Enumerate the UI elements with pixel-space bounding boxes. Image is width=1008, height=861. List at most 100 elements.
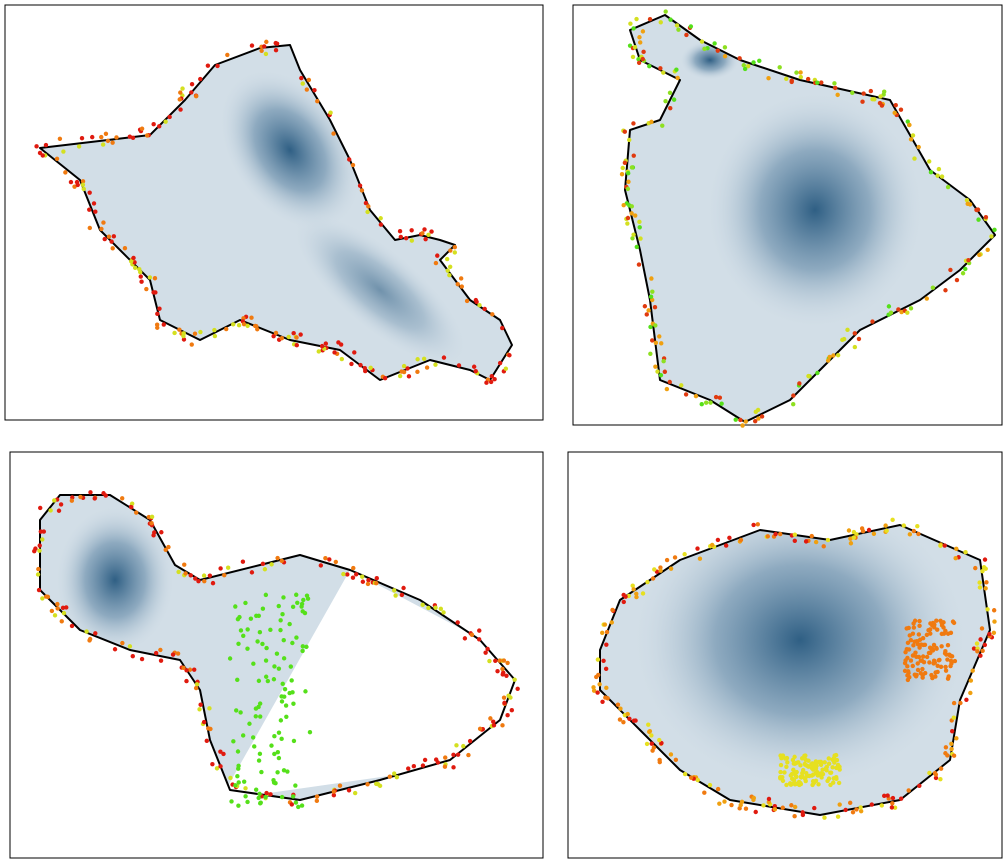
point bbox=[245, 323, 250, 329]
point bbox=[319, 343, 325, 349]
point bbox=[276, 666, 282, 671]
point bbox=[791, 767, 796, 773]
point bbox=[415, 357, 420, 362]
point bbox=[120, 496, 125, 501]
point bbox=[980, 569, 985, 574]
point bbox=[992, 619, 997, 624]
point bbox=[824, 764, 829, 770]
point bbox=[127, 644, 133, 649]
point bbox=[667, 379, 672, 385]
point bbox=[287, 621, 292, 627]
point bbox=[945, 184, 951, 190]
point bbox=[75, 182, 80, 188]
point bbox=[688, 775, 694, 780]
point bbox=[305, 596, 311, 601]
point bbox=[630, 54, 636, 60]
point bbox=[442, 764, 448, 769]
point bbox=[903, 649, 908, 655]
point bbox=[933, 775, 939, 781]
point bbox=[332, 350, 337, 355]
point bbox=[293, 800, 299, 805]
point bbox=[630, 583, 635, 588]
point bbox=[908, 306, 914, 311]
point bbox=[976, 217, 981, 222]
point bbox=[662, 369, 668, 374]
point bbox=[268, 792, 273, 797]
point bbox=[87, 190, 92, 195]
point bbox=[951, 620, 957, 626]
point bbox=[819, 775, 824, 780]
point bbox=[363, 200, 369, 206]
point bbox=[131, 255, 136, 261]
point bbox=[497, 658, 502, 663]
point bbox=[178, 90, 183, 95]
point bbox=[828, 782, 833, 788]
point bbox=[109, 239, 114, 244]
point bbox=[192, 331, 198, 336]
point bbox=[804, 770, 809, 776]
point bbox=[850, 90, 855, 96]
point bbox=[180, 86, 185, 91]
point bbox=[497, 360, 503, 366]
point bbox=[634, 16, 639, 22]
point bbox=[926, 650, 932, 656]
point bbox=[796, 780, 801, 785]
point bbox=[784, 764, 789, 769]
point bbox=[88, 490, 93, 495]
point bbox=[254, 324, 259, 329]
point bbox=[845, 327, 850, 333]
point bbox=[784, 782, 789, 788]
point bbox=[78, 494, 83, 500]
point bbox=[253, 706, 259, 711]
point bbox=[187, 667, 193, 672]
point bbox=[233, 604, 238, 609]
point bbox=[928, 631, 933, 636]
point bbox=[501, 670, 506, 675]
point bbox=[916, 531, 921, 537]
point bbox=[631, 232, 636, 237]
point bbox=[331, 789, 336, 794]
point bbox=[905, 640, 911, 645]
point bbox=[198, 76, 203, 82]
point bbox=[312, 87, 317, 93]
point bbox=[188, 573, 193, 578]
point bbox=[490, 312, 495, 317]
point bbox=[374, 580, 379, 586]
point bbox=[695, 546, 700, 551]
point bbox=[260, 561, 266, 567]
point bbox=[129, 501, 135, 506]
point bbox=[950, 729, 955, 734]
point bbox=[238, 628, 244, 633]
point bbox=[822, 760, 827, 765]
point bbox=[122, 245, 128, 251]
point bbox=[866, 527, 872, 533]
point bbox=[668, 752, 674, 757]
point bbox=[738, 417, 743, 423]
point bbox=[974, 641, 980, 646]
point bbox=[604, 642, 609, 647]
point bbox=[222, 573, 227, 578]
point bbox=[664, 386, 670, 392]
point bbox=[357, 183, 363, 188]
point bbox=[917, 623, 922, 628]
point bbox=[847, 800, 853, 806]
point bbox=[806, 373, 811, 379]
point bbox=[791, 402, 796, 407]
point bbox=[110, 140, 115, 145]
point bbox=[181, 665, 186, 670]
point bbox=[314, 794, 320, 799]
point bbox=[378, 216, 383, 221]
point bbox=[420, 763, 426, 768]
point bbox=[290, 794, 296, 799]
point bbox=[509, 708, 515, 713]
point bbox=[904, 626, 909, 631]
point bbox=[975, 207, 981, 212]
point bbox=[850, 810, 856, 815]
point bbox=[981, 565, 987, 570]
point bbox=[278, 718, 284, 723]
point bbox=[964, 697, 969, 702]
point bbox=[254, 613, 259, 619]
point bbox=[249, 570, 255, 575]
point bbox=[397, 229, 403, 234]
point bbox=[766, 799, 772, 805]
